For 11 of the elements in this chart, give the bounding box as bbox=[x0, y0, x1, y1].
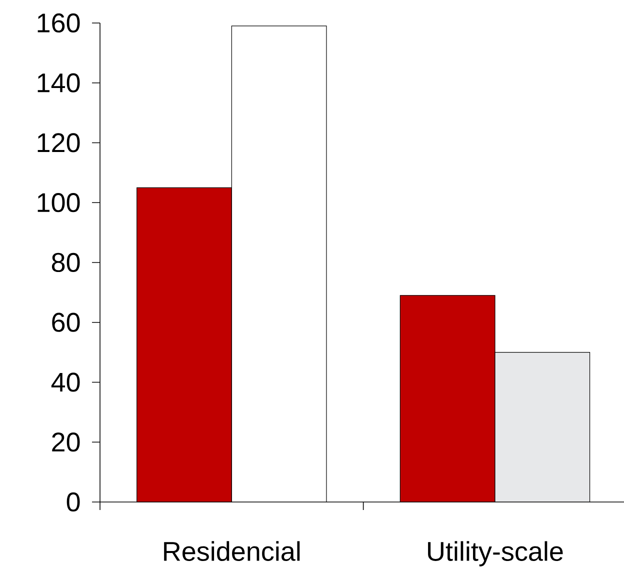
x-tick-label: Residencial bbox=[164, 541, 300, 562]
y-tick-label: 80 bbox=[52, 252, 80, 272]
y-tick-label: 20 bbox=[52, 432, 80, 452]
y-tick-label: 60 bbox=[52, 312, 80, 332]
y-tick-label: 0 bbox=[66, 492, 80, 512]
y-tick-label: 160 bbox=[38, 13, 80, 33]
x-tick-label: Utility-scale bbox=[428, 541, 563, 566]
y-tick-label: 40 bbox=[51, 372, 80, 392]
y-tick-label: 100 bbox=[38, 193, 80, 212]
y-tick-label: 140 bbox=[38, 73, 80, 92]
y-tick-label: 120 bbox=[38, 133, 80, 152]
